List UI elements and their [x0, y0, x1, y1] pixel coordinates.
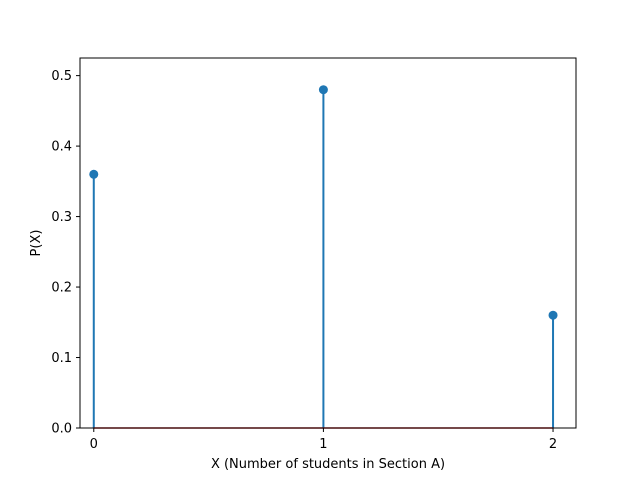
y-tick-label-0.2: 0.2	[51, 281, 72, 296]
stem-marker-2	[548, 310, 558, 320]
axes-frame	[79, 57, 577, 429]
y-axis-ticks: 0.0 0.1 0.2 0.3 0.4 0.5	[51, 69, 80, 437]
x-axis-label: X (Number of students in Section A)	[211, 457, 445, 472]
x-tick-label-1: 1	[319, 437, 327, 452]
y-axis-label: P(X)	[29, 230, 44, 257]
plot-area	[80, 58, 576, 428]
marker-group	[89, 85, 558, 320]
y-tick-label-0.3: 0.3	[51, 210, 72, 225]
stem-group	[92, 89, 555, 428]
stem-marker-1	[318, 85, 328, 95]
x-tick-label-2: 2	[549, 437, 557, 452]
x-tick-label-0: 0	[90, 437, 98, 452]
y-tick-label-0.4: 0.4	[51, 140, 72, 155]
y-tick-label-0.0: 0.0	[51, 422, 72, 437]
y-tick-label-0.1: 0.1	[51, 351, 72, 366]
x-axis-ticks: 0 1 2	[90, 428, 557, 452]
y-tick-label-0.5: 0.5	[51, 69, 72, 84]
stem-marker-0	[89, 169, 99, 179]
